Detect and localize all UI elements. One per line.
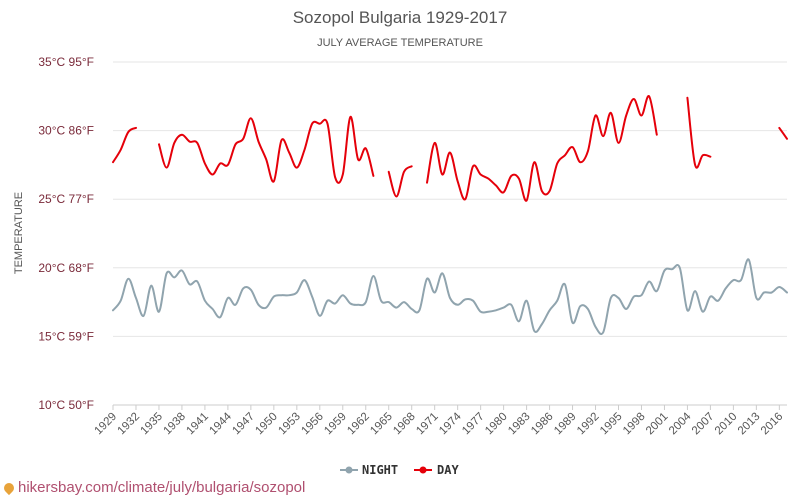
x-tick-label: 1971 (414, 411, 441, 438)
y-tick-labels: 35°C 95°F 30°C 86°F 25°C 77°F 20°C 68°F 15°C… (38, 55, 94, 412)
legend-day-label: DAY (437, 463, 459, 477)
x-tick-label: 1947 (230, 411, 257, 438)
x-tick-label: 1980 (483, 411, 510, 438)
x-tick-label: 1989 (552, 411, 579, 438)
source-link-text: hikersbay.com/climate/july/bulgaria/sozo… (18, 479, 306, 496)
y-tick-label: 35°C 95°F (38, 55, 94, 69)
x-tick-label: 1953 (276, 411, 303, 438)
x-tick-label: 1959 (322, 411, 349, 438)
y-tick-label: 15°C 59°F (38, 329, 94, 343)
y-tick-label: 10°C 50°F (38, 398, 94, 412)
series-line-day[interactable] (158, 115, 375, 184)
x-tick-label: 1935 (138, 411, 165, 438)
x-tick-label: 1929 (93, 411, 120, 438)
series-line-night[interactable] (112, 258, 788, 336)
x-tick-label: 1962 (345, 411, 372, 438)
legend-item-day[interactable]: DAY (414, 463, 459, 477)
x-tick-label: 1956 (299, 411, 326, 438)
x-tick-label: 2010 (713, 411, 740, 438)
x-tick-label: 1932 (116, 411, 143, 438)
series-line-day[interactable] (686, 96, 712, 169)
x-tick-label: 2004 (667, 410, 694, 437)
x-tick-label: 1941 (184, 411, 211, 438)
series-lines (112, 95, 788, 336)
y-tick-label: 30°C 86°F (38, 124, 94, 138)
x-tick-labels: 1929193219351938194119441947195019531956… (93, 410, 786, 437)
legend: NIGHT DAY (340, 463, 459, 477)
x-tick-label: 1983 (506, 411, 533, 438)
location-pin-icon (1, 480, 17, 496)
x-tick-label: 1968 (391, 411, 418, 438)
x-tick-label: 1998 (621, 411, 648, 438)
x-tick-label: 1974 (437, 410, 464, 437)
x-tick-label: 1965 (368, 411, 395, 438)
x-tick-label: 2013 (736, 411, 763, 438)
series-line-day[interactable] (778, 126, 788, 140)
series-line-day[interactable] (112, 126, 137, 164)
series-line-day[interactable] (426, 95, 658, 202)
x-tick-label: 1977 (460, 411, 487, 438)
x-tick-label: 1950 (253, 411, 280, 438)
chart-subtitle: JULY AVERAGE TEMPERATURE (317, 37, 483, 49)
x-tick-label: 2001 (644, 411, 671, 438)
y-axis-label: TEMPERATURE (13, 192, 25, 274)
legend-night-marker (345, 466, 353, 474)
chart-title: Sozopol Bulgaria 1929-2017 (293, 8, 508, 27)
x-tick-label: 1992 (575, 411, 602, 438)
legend-item-night[interactable]: NIGHT (340, 463, 398, 477)
x-tick-label: 1995 (598, 411, 625, 438)
x-tick-label: 1938 (161, 411, 188, 438)
source-link[interactable]: hikersbay.com/climate/july/bulgaria/sozo… (1, 479, 306, 496)
x-tick-label: 1944 (207, 410, 234, 437)
series-line-day[interactable] (387, 165, 413, 198)
grid-lines (112, 61, 787, 410)
x-tick-label: 1986 (529, 411, 556, 438)
x-tick-label: 2016 (759, 411, 786, 438)
y-tick-label: 25°C 77°F (38, 192, 94, 206)
x-tick-label: 2007 (690, 411, 717, 438)
legend-night-label: NIGHT (362, 463, 398, 477)
legend-day-marker (419, 466, 427, 474)
y-tick-label: 20°C 68°F (38, 261, 94, 275)
